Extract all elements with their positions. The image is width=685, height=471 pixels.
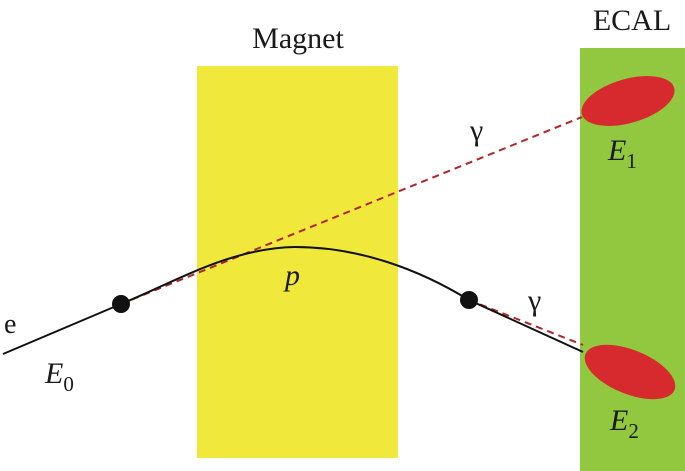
magnet-region: [197, 66, 398, 458]
vertex-first: [112, 295, 130, 313]
electron-track: [2, 245, 584, 355]
e0-label: E0: [44, 357, 74, 396]
photon-line-upper: [120, 116, 583, 305]
e2-subscript: 2: [628, 419, 639, 443]
vertex-second: [460, 291, 478, 309]
momentum-label: p: [283, 259, 300, 292]
e2-symbol: E: [609, 404, 628, 437]
e0-symbol: E: [44, 357, 63, 390]
cluster-upper: [581, 76, 675, 126]
e2-label: E2: [609, 404, 639, 443]
magnet-label: Magnet: [252, 22, 344, 55]
e1-label: E1: [607, 134, 637, 173]
ecal-label: ECAL: [593, 4, 671, 37]
photon-line-lower: [468, 299, 584, 346]
electron-label: e: [4, 309, 16, 340]
e0-subscript: 0: [63, 372, 74, 396]
e1-symbol: E: [607, 134, 626, 167]
cluster-lower: [584, 344, 676, 400]
e1-subscript: 1: [626, 149, 637, 173]
gamma-lower-label: γ: [527, 284, 541, 317]
gamma-upper-label: γ: [469, 114, 483, 147]
